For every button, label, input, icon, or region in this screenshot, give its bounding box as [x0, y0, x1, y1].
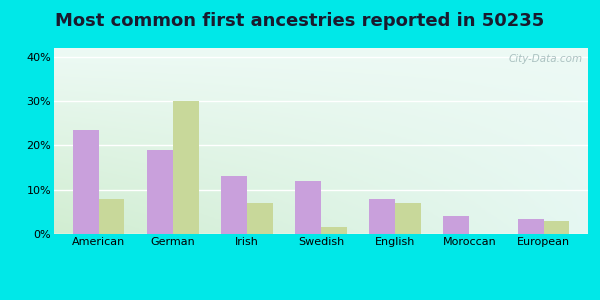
Bar: [147, 150, 173, 234]
Bar: [544, 221, 569, 234]
Bar: [369, 199, 395, 234]
Bar: [395, 203, 421, 234]
Bar: [173, 101, 199, 234]
Bar: [73, 130, 98, 234]
Bar: [321, 227, 347, 234]
Bar: [221, 176, 247, 234]
Bar: [518, 218, 544, 234]
Bar: [295, 181, 321, 234]
Bar: [443, 216, 469, 234]
Text: City-Data.com: City-Data.com: [509, 54, 583, 64]
Text: Most common first ancestries reported in 50235: Most common first ancestries reported in…: [55, 12, 545, 30]
Bar: [98, 199, 124, 234]
Bar: [247, 203, 273, 234]
